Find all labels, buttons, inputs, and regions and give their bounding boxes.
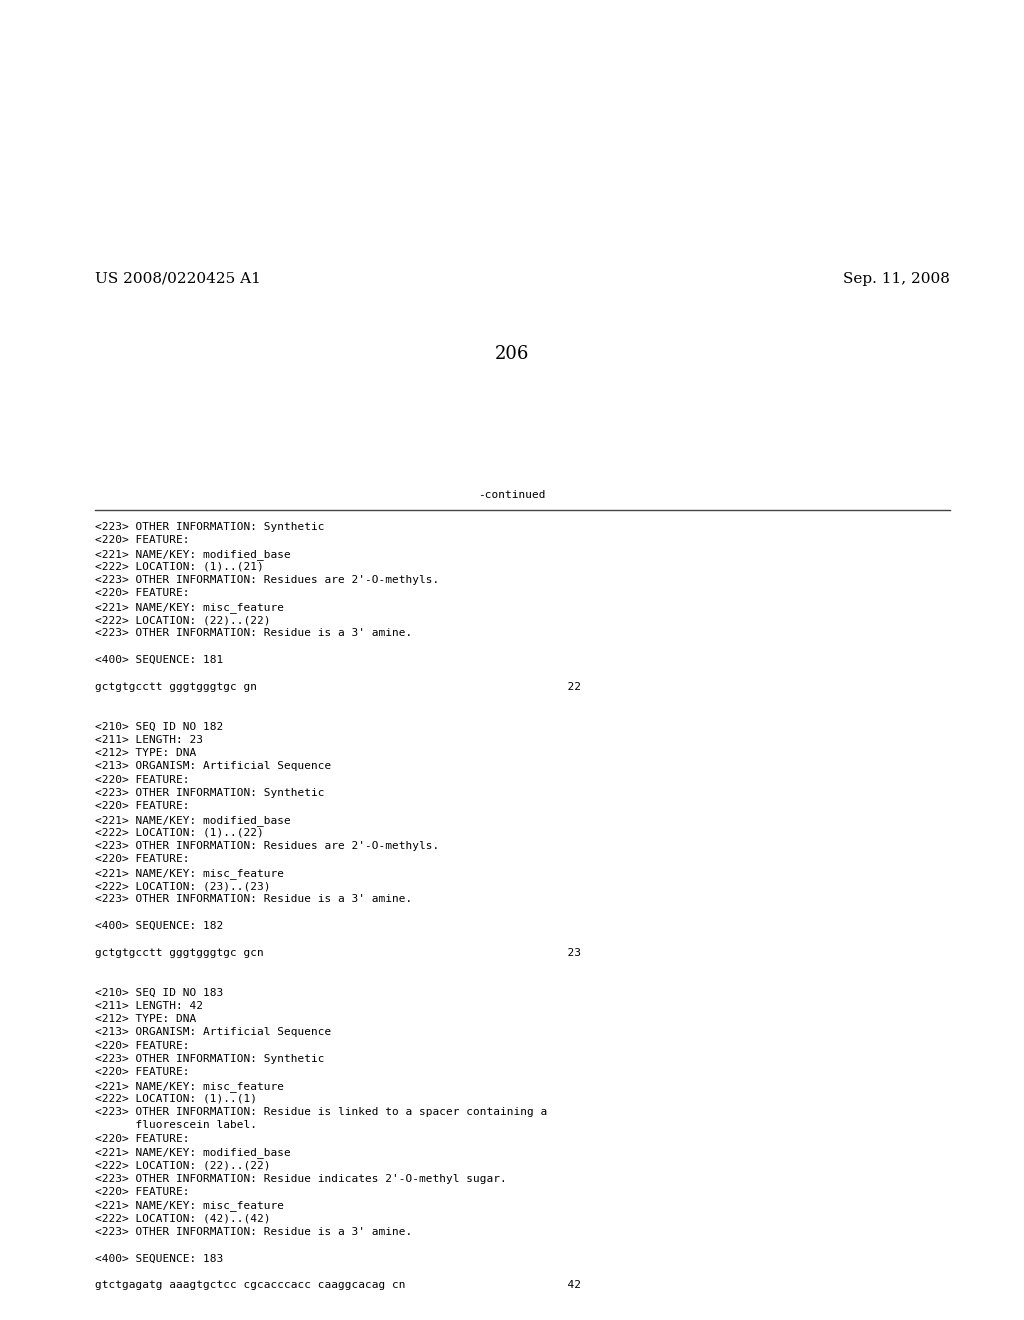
Text: <223> OTHER INFORMATION: Residues are 2'-O-methyls.: <223> OTHER INFORMATION: Residues are 2'…	[95, 841, 439, 851]
Text: <223> OTHER INFORMATION: Residue is a 3' amine.: <223> OTHER INFORMATION: Residue is a 3'…	[95, 1226, 413, 1237]
Text: <221> NAME/KEY: modified_base: <221> NAME/KEY: modified_base	[95, 549, 291, 560]
Text: <222> LOCATION: (1)..(21): <222> LOCATION: (1)..(21)	[95, 562, 264, 572]
Text: <221> NAME/KEY: misc_feature: <221> NAME/KEY: misc_feature	[95, 867, 284, 879]
Text: <222> LOCATION: (22)..(22): <222> LOCATION: (22)..(22)	[95, 615, 270, 626]
Text: <223> OTHER INFORMATION: Residue is a 3' amine.: <223> OTHER INFORMATION: Residue is a 3'…	[95, 628, 413, 639]
Text: Sep. 11, 2008: Sep. 11, 2008	[843, 272, 950, 286]
Text: <220> FEATURE:: <220> FEATURE:	[95, 1068, 189, 1077]
Text: <223> OTHER INFORMATION: Residue is a 3' amine.: <223> OTHER INFORMATION: Residue is a 3'…	[95, 895, 413, 904]
Text: <212> TYPE: DNA: <212> TYPE: DNA	[95, 1014, 197, 1024]
Text: <213> ORGANISM: Artificial Sequence: <213> ORGANISM: Artificial Sequence	[95, 762, 331, 771]
Text: <221> NAME/KEY: misc_feature: <221> NAME/KEY: misc_feature	[95, 602, 284, 612]
Text: <400> SEQUENCE: 183: <400> SEQUENCE: 183	[95, 1254, 223, 1263]
Text: <213> ORGANISM: Artificial Sequence: <213> ORGANISM: Artificial Sequence	[95, 1027, 331, 1038]
Text: <210> SEQ ID NO 183: <210> SEQ ID NO 183	[95, 987, 223, 998]
Text: <223> OTHER INFORMATION: Synthetic: <223> OTHER INFORMATION: Synthetic	[95, 521, 325, 532]
Text: <221> NAME/KEY: misc_feature: <221> NAME/KEY: misc_feature	[95, 1081, 284, 1092]
Text: <212> TYPE: DNA: <212> TYPE: DNA	[95, 748, 197, 758]
Text: <221> NAME/KEY: misc_feature: <221> NAME/KEY: misc_feature	[95, 1200, 284, 1212]
Text: <210> SEQ ID NO 182: <210> SEQ ID NO 182	[95, 722, 223, 731]
Text: <222> LOCATION: (42)..(42): <222> LOCATION: (42)..(42)	[95, 1213, 270, 1224]
Text: <222> LOCATION: (22)..(22): <222> LOCATION: (22)..(22)	[95, 1160, 270, 1171]
Text: <221> NAME/KEY: modified_base: <221> NAME/KEY: modified_base	[95, 1147, 291, 1158]
Text: <220> FEATURE:: <220> FEATURE:	[95, 589, 189, 598]
Text: <211> LENGTH: 23: <211> LENGTH: 23	[95, 735, 203, 744]
Text: -continued: -continued	[478, 490, 546, 500]
Text: <223> OTHER INFORMATION: Residue indicates 2'-O-methyl sugar.: <223> OTHER INFORMATION: Residue indicat…	[95, 1173, 507, 1184]
Text: <400> SEQUENCE: 182: <400> SEQUENCE: 182	[95, 921, 223, 931]
Text: US 2008/0220425 A1: US 2008/0220425 A1	[95, 272, 261, 286]
Text: <222> LOCATION: (23)..(23): <222> LOCATION: (23)..(23)	[95, 882, 270, 891]
Text: <220> FEATURE:: <220> FEATURE:	[95, 854, 189, 865]
Text: 206: 206	[495, 345, 529, 363]
Text: <220> FEATURE:: <220> FEATURE:	[95, 536, 189, 545]
Text: <223> OTHER INFORMATION: Synthetic: <223> OTHER INFORMATION: Synthetic	[95, 788, 325, 799]
Text: <220> FEATURE:: <220> FEATURE:	[95, 1134, 189, 1144]
Text: <220> FEATURE:: <220> FEATURE:	[95, 1187, 189, 1197]
Text: <211> LENGTH: 42: <211> LENGTH: 42	[95, 1001, 203, 1011]
Text: gctgtgcctt gggtgggtgc gn                                              22: gctgtgcctt gggtgggtgc gn 22	[95, 681, 581, 692]
Text: <220> FEATURE:: <220> FEATURE:	[95, 775, 189, 784]
Text: gtctgagatg aaagtgctcc cgcacccacc caaggcacag cn                        42: gtctgagatg aaagtgctcc cgcacccacc caaggca…	[95, 1280, 581, 1290]
Text: <223> OTHER INFORMATION: Residue is linked to a spacer containing a: <223> OTHER INFORMATION: Residue is link…	[95, 1107, 547, 1117]
Text: <223> OTHER INFORMATION: Residues are 2'-O-methyls.: <223> OTHER INFORMATION: Residues are 2'…	[95, 576, 439, 585]
Text: <220> FEATURE:: <220> FEATURE:	[95, 1040, 189, 1051]
Text: gctgtgcctt gggtgggtgc gcn                                             23: gctgtgcctt gggtgggtgc gcn 23	[95, 948, 581, 957]
Text: fluorescein label.: fluorescein label.	[95, 1121, 257, 1130]
Text: <220> FEATURE:: <220> FEATURE:	[95, 801, 189, 812]
Text: <222> LOCATION: (1)..(1): <222> LOCATION: (1)..(1)	[95, 1094, 257, 1104]
Text: <223> OTHER INFORMATION: Synthetic: <223> OTHER INFORMATION: Synthetic	[95, 1053, 325, 1064]
Text: <221> NAME/KEY: modified_base: <221> NAME/KEY: modified_base	[95, 814, 291, 825]
Text: <222> LOCATION: (1)..(22): <222> LOCATION: (1)..(22)	[95, 828, 264, 838]
Text: <400> SEQUENCE: 181: <400> SEQUENCE: 181	[95, 655, 223, 665]
